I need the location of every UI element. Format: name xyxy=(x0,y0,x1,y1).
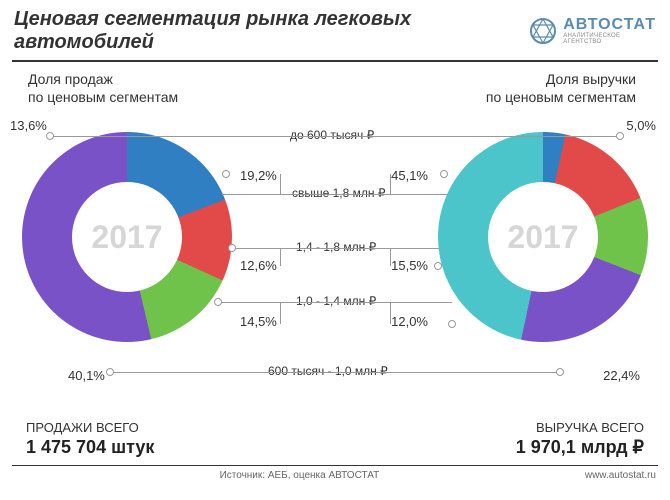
donut-hole: 2017 xyxy=(72,182,182,292)
left-pct-green: 14,5% xyxy=(240,314,277,329)
connector-line xyxy=(390,302,391,324)
logo: АВТОСТАТ АНАЛИТИЧЕСКОЕ АГЕНТСТВО xyxy=(529,17,656,45)
revenue-donut: 2017 xyxy=(438,132,648,342)
left-chart-title-l2: по ценовым сегментам xyxy=(28,89,178,105)
left-pct-purple: 40,1% xyxy=(68,368,105,383)
seg-label-18: свыше 1,8 млн ₽ xyxy=(292,186,386,200)
connector-dot xyxy=(46,132,54,140)
connector-dot xyxy=(448,320,456,328)
seg-label-600: до 600 тысяч ₽ xyxy=(290,128,374,142)
connector-line xyxy=(110,372,560,373)
logo-text: АВТОСТАТ xyxy=(563,17,656,33)
page-title: Ценовая сегментация рынка легковых автом… xyxy=(14,8,529,54)
right-pct-green: 12,0% xyxy=(391,314,428,329)
connector-dot xyxy=(228,244,236,252)
revenue-total: ВЫРУЧКА ВСЕГО 1 970,1 млрд ₽ xyxy=(516,420,644,459)
seg-label-14-18: 1,4 - 1,8 млн ₽ xyxy=(296,240,376,254)
connector-line xyxy=(230,248,440,249)
connector-dot xyxy=(434,262,442,270)
connector-dot xyxy=(616,132,624,140)
header: Ценовая сегментация рынка легковых автом… xyxy=(0,0,670,60)
right-chart-title: Доля выручки по ценовым сегментам xyxy=(486,70,636,106)
right-chart-title-l2: по ценовым сегментам xyxy=(486,89,636,105)
right-pct-teal: 5,0% xyxy=(626,118,656,133)
left-pct-teal: 13,6% xyxy=(10,118,47,133)
sales-donut: 2017 xyxy=(22,132,232,342)
connector-line xyxy=(222,194,448,195)
connector-line xyxy=(280,174,281,194)
connector-dot xyxy=(222,170,230,178)
sales-total-value: 1 475 704 штук xyxy=(26,436,154,459)
logo-subtext: АНАЛИТИЧЕСКОЕ АГЕНТСТВО xyxy=(563,33,656,45)
connector-line xyxy=(50,136,620,137)
left-chart-title: Доля продаж по ценовым сегментам xyxy=(28,70,178,106)
right-pct-blue: 45,1% xyxy=(391,168,428,183)
connector-dot xyxy=(556,368,564,376)
totals-row: ПРОДАЖИ ВСЕГО 1 475 704 штук ВЫРУЧКА ВСЕ… xyxy=(0,420,670,459)
connector-dot xyxy=(214,298,222,306)
right-chart-title-l1: Доля выручки xyxy=(546,71,636,87)
url-text: www.autostat.ru xyxy=(585,470,656,481)
right-pct-red: 15,5% xyxy=(391,258,428,273)
sales-total-label: ПРОДАЖИ ВСЕГО xyxy=(26,420,154,436)
connector-line xyxy=(390,248,391,266)
logo-icon xyxy=(529,17,557,45)
revenue-total-value: 1 970,1 млрд ₽ xyxy=(516,436,644,459)
connector-dot xyxy=(440,170,448,178)
connector-line xyxy=(218,302,452,303)
connector-dot xyxy=(106,368,114,376)
connector-line xyxy=(280,302,281,324)
seg-label-10-14: 1,0 - 1,4 млн ₽ xyxy=(296,294,376,308)
left-pct-red: 12,6% xyxy=(240,258,277,273)
footer: Источник: АЕБ, оценка АВТОСТАТ www.autos… xyxy=(0,466,670,481)
year-label: 2017 xyxy=(507,219,578,256)
revenue-total-label: ВЫРУЧКА ВСЕГО xyxy=(516,420,644,436)
connector-line xyxy=(280,248,281,266)
source-text: Источник: АЕБ, оценка АВТОСТАТ xyxy=(14,470,585,481)
donut-hole: 2017 xyxy=(488,182,598,292)
year-label: 2017 xyxy=(91,219,162,256)
left-pct-blue: 19,2% xyxy=(240,168,277,183)
charts-area: Доля продаж по ценовым сегментам Доля вы… xyxy=(0,62,670,422)
sales-total: ПРОДАЖИ ВСЕГО 1 475 704 штук xyxy=(26,420,154,459)
left-chart-title-l1: Доля продаж xyxy=(28,71,113,87)
seg-label-600-10: 600 тысяч - 1,0 млн ₽ xyxy=(268,364,388,378)
right-pct-purple: 22,4% xyxy=(603,368,640,383)
connector-line xyxy=(390,174,391,194)
